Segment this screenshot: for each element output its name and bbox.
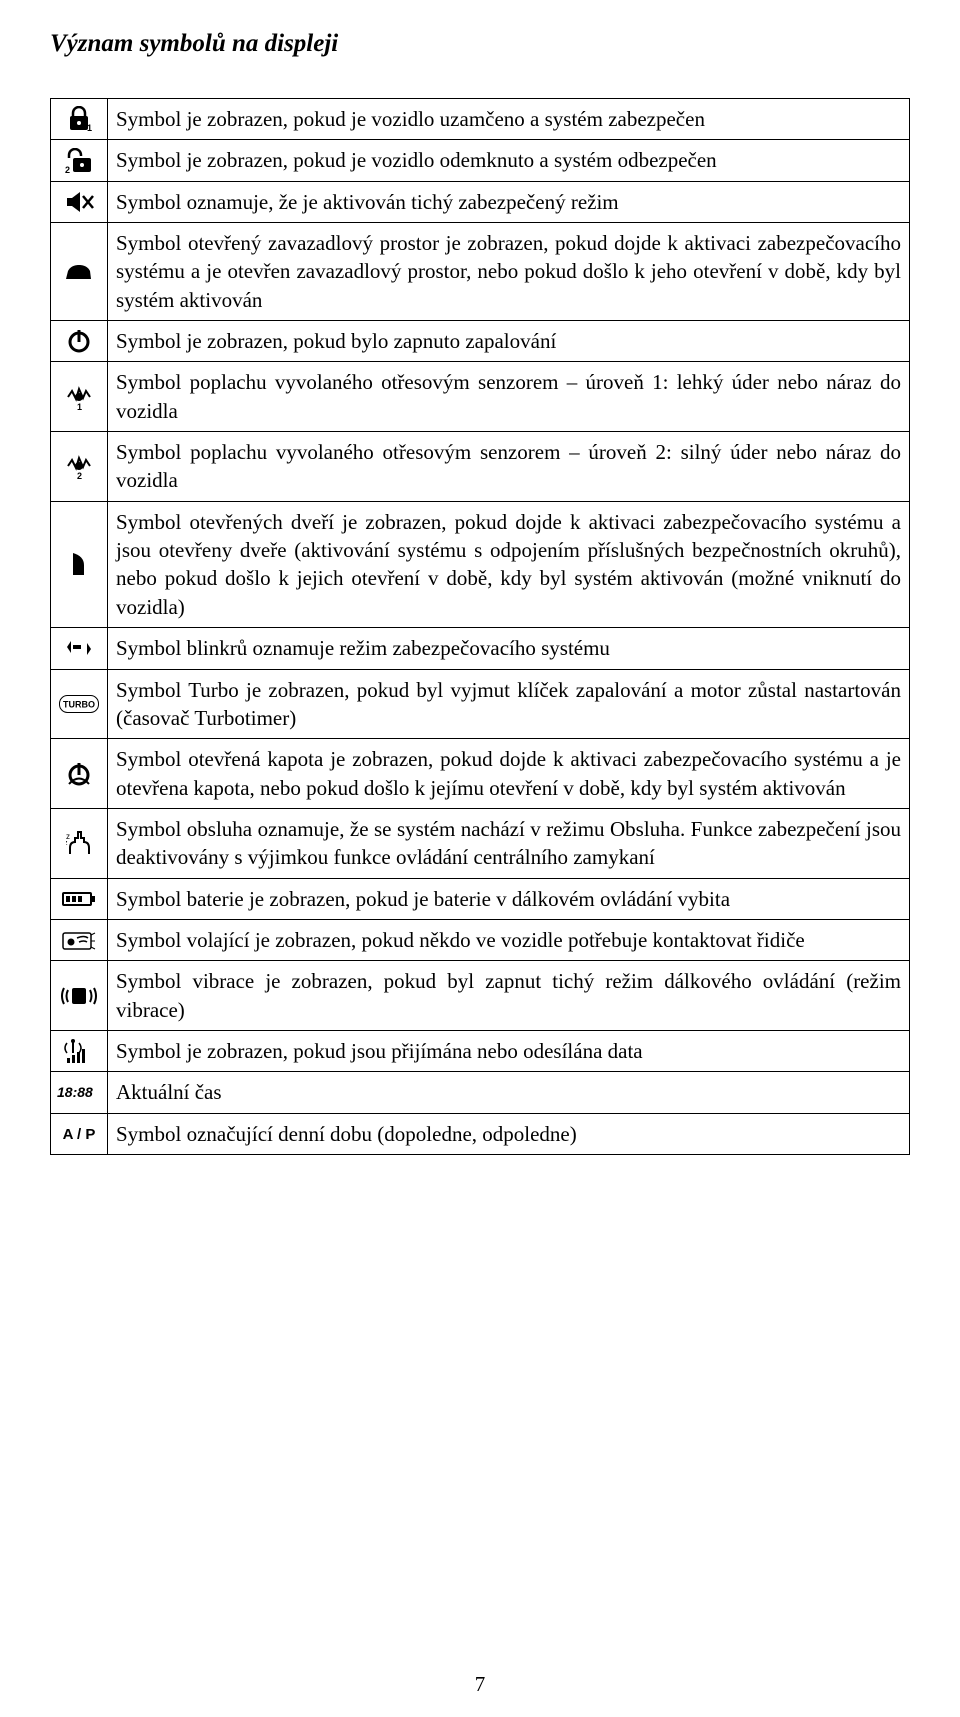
page-title: Význam symbolů na displeji [50,30,910,58]
table-row: 18:88 Aktuální čas [51,1072,910,1113]
symbol-description: Symbol oznamuje, že je aktivován tichý z… [108,181,910,222]
hood-icon [51,739,108,809]
symbol-description: Symbol otevřený zavazadlový prostor je z… [108,223,910,321]
table-row: Symbol otevřených dveří je zobrazen, pok… [51,501,910,627]
svg-text:18:88: 18:88 [57,1084,93,1100]
am-pm-icon: A / P [51,1113,108,1154]
mute-icon [51,181,108,222]
symbol-description: Symbol je zobrazen, pokud je vozidlo ode… [108,140,910,181]
table-row: zzzSymbol obsluha oznamuje, že se systém… [51,808,910,878]
symbol-description: Symbol volající je zobrazen, pokud někdo… [108,919,910,960]
shock-level1-icon: 1 [51,362,108,432]
symbol-description: Symbol je zobrazen, pokud bylo zapnuto z… [108,321,910,362]
table-row: A / P Symbol označující denní dobu (dopol… [51,1113,910,1154]
table-row: Symbol je zobrazen, pokud jsou přijímána… [51,1030,910,1071]
symbol-description: Symbol je zobrazen, pokud jsou přijímána… [108,1030,910,1071]
svg-text:2: 2 [77,471,82,479]
shock-level2-icon: 2 [51,432,108,502]
svg-text:z: z [66,840,68,847]
valet-icon: zzz [51,808,108,878]
turbo-icon: TURBO [51,669,108,739]
symbol-description: Symbol baterie je zobrazen, pokud je bat… [108,878,910,919]
table-row: Symbol baterie je zobrazen, pokud je bat… [51,878,910,919]
svg-text:TURBO: TURBO [63,699,95,709]
symbol-description: Symbol poplachu vyvolaného otřesovým sen… [108,432,910,502]
time-icon: 18:88 [51,1072,108,1113]
blinker-icon [51,628,108,669]
svg-text:1: 1 [87,123,92,132]
table-row: 1 Symbol je zobrazen, pokud je vozidlo uz… [51,99,910,140]
trunk-icon [51,223,108,321]
page-number: 7 [0,1672,960,1697]
symbol-description: Symbol obsluha oznamuje, že se systém na… [108,808,910,878]
door-icon [51,501,108,627]
table-row: 2 Symbol poplachu vyvolaného otřesovým se… [51,432,910,502]
call-icon [51,919,108,960]
symbol-description: Symbol otevřená kapota je zobrazen, poku… [108,739,910,809]
table-row: 1 Symbol poplachu vyvolaného otřesovým se… [51,362,910,432]
symbol-description: Symbol je zobrazen, pokud je vozidlo uza… [108,99,910,140]
table-row: 2 Symbol je zobrazen, pokud je vozidlo od… [51,140,910,181]
svg-text:2: 2 [65,165,70,174]
symbol-description: Symbol poplachu vyvolaného otřesovým sen… [108,362,910,432]
unlock-icon: 2 [51,140,108,181]
symbol-description: Symbol označující denní dobu (dopoledne,… [108,1113,910,1154]
symbol-description: Symbol Turbo je zobrazen, pokud byl vyjm… [108,669,910,739]
power-icon [51,321,108,362]
table-row: Symbol volající je zobrazen, pokud někdo… [51,919,910,960]
table-row: TURBO Symbol Turbo je zobrazen, pokud byl… [51,669,910,739]
symbol-description: Symbol vibrace je zobrazen, pokud byl za… [108,961,910,1031]
symbol-description: Symbol otevřených dveří je zobrazen, pok… [108,501,910,627]
table-row: Symbol vibrace je zobrazen, pokud byl za… [51,961,910,1031]
table-row: Symbol otevřená kapota je zobrazen, poku… [51,739,910,809]
svg-text:1: 1 [77,402,82,410]
table-row: Symbol oznamuje, že je aktivován tichý z… [51,181,910,222]
battery-icon [51,878,108,919]
lock-icon: 1 [51,99,108,140]
symbols-table: 1 Symbol je zobrazen, pokud je vozidlo uz… [50,98,910,1155]
svg-text:A / P: A / P [63,1126,96,1143]
symbol-description: Aktuální čas [108,1072,910,1113]
signal-icon [51,1030,108,1071]
table-row: Symbol je zobrazen, pokud bylo zapnuto z… [51,321,910,362]
vibrate-icon [51,961,108,1031]
table-row: Symbol blinkrů oznamuje režim zabezpečov… [51,628,910,669]
table-row: Symbol otevřený zavazadlový prostor je z… [51,223,910,321]
document-page: Význam symbolů na displeji 1 Symbol je zo… [0,0,960,1717]
symbol-description: Symbol blinkrů oznamuje režim zabezpečov… [108,628,910,669]
